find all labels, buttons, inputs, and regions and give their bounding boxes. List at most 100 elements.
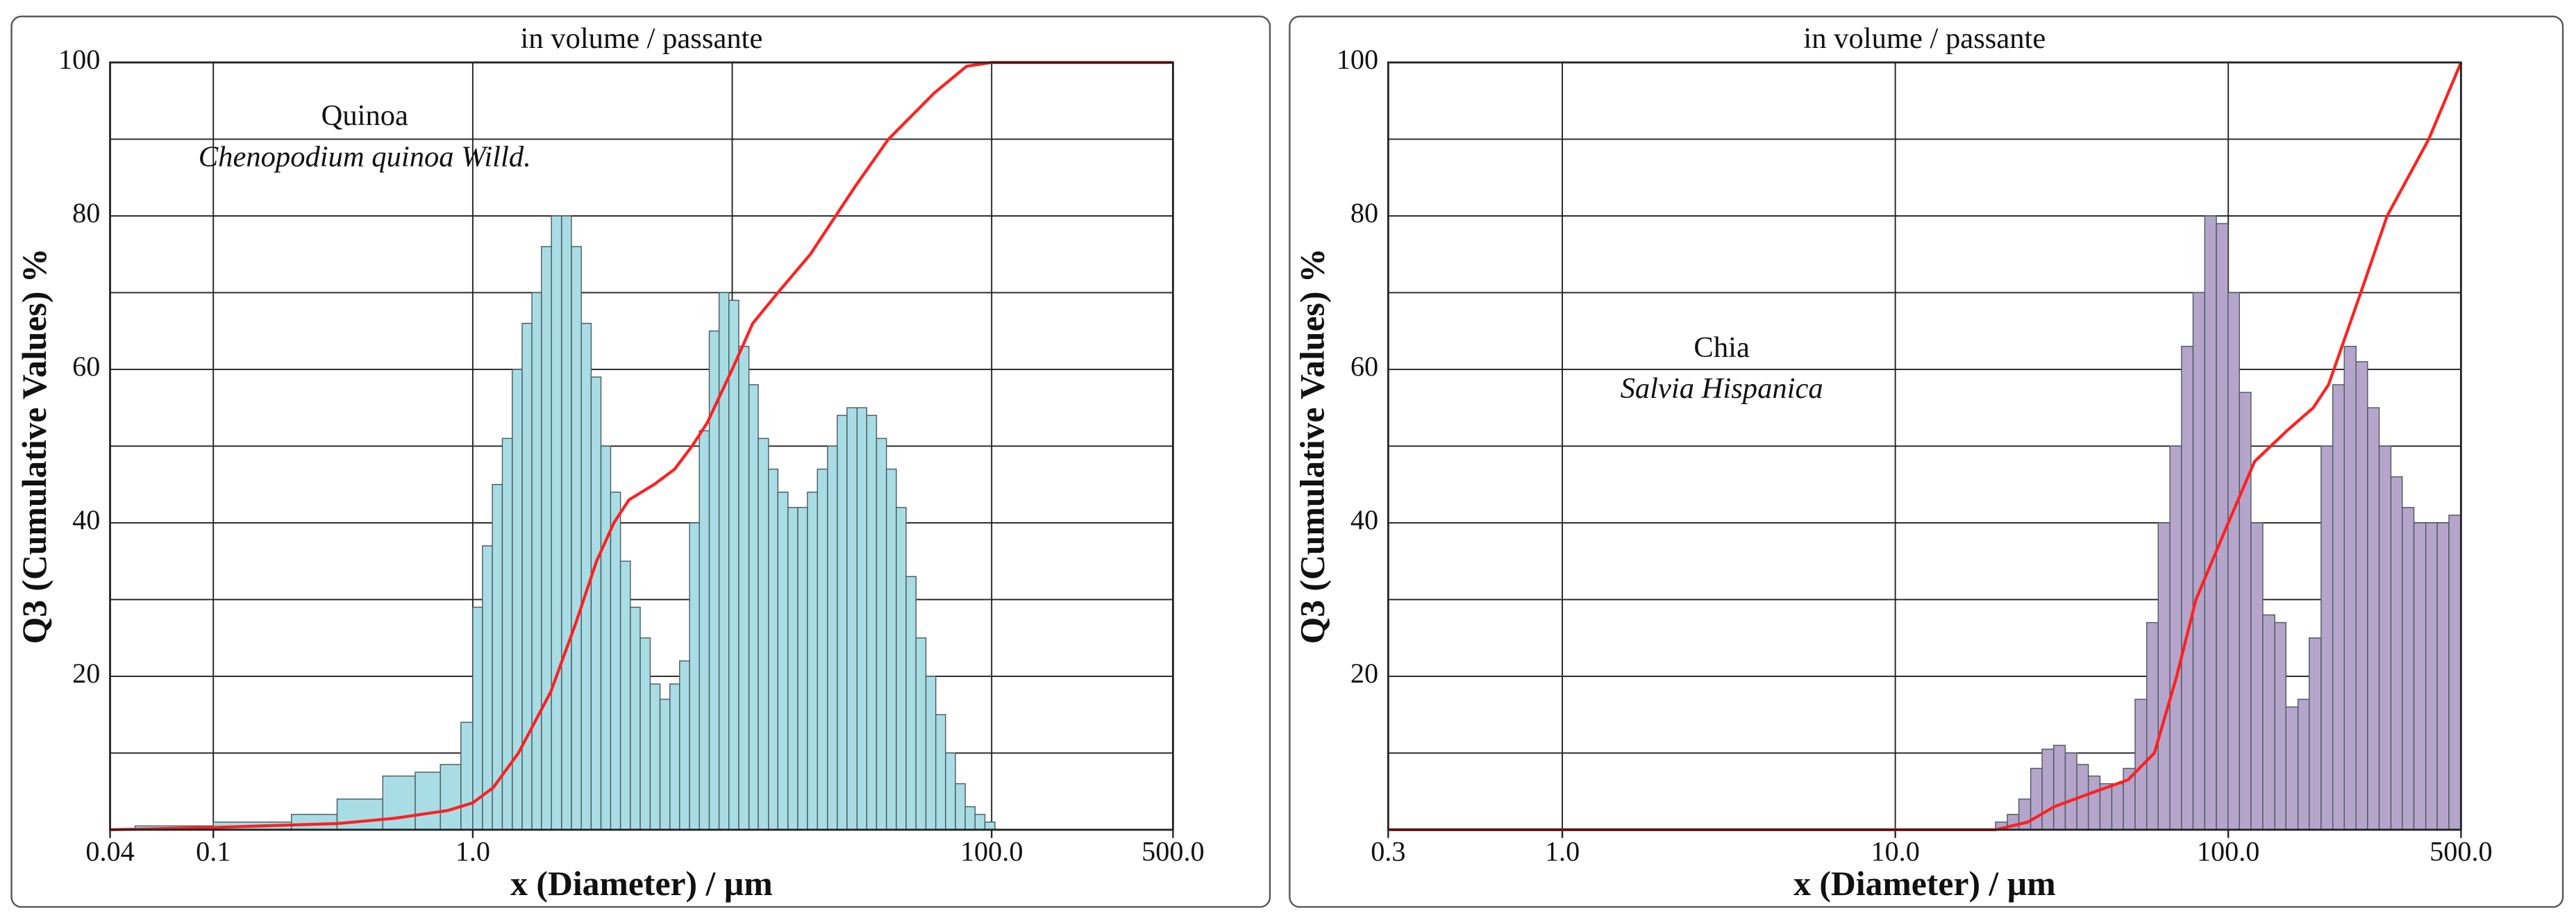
bar <box>561 215 572 831</box>
x-tick-label: 100.0 <box>960 836 1023 867</box>
cumulative-line <box>110 60 1173 832</box>
bar <box>925 676 937 831</box>
bar <box>2320 445 2334 831</box>
bar <box>2181 346 2194 831</box>
y-tick-label: 40 <box>72 504 100 535</box>
bar <box>728 299 739 831</box>
panel-frame <box>10 15 1271 908</box>
bar <box>590 376 602 831</box>
bar <box>336 798 384 831</box>
bar <box>2297 699 2310 831</box>
bar <box>2367 407 2380 831</box>
bar <box>905 576 917 831</box>
bar <box>777 492 789 831</box>
bar <box>415 771 441 831</box>
bar <box>846 407 858 831</box>
bar <box>896 507 907 831</box>
bar <box>748 384 759 831</box>
bar <box>955 783 966 831</box>
bar <box>2402 507 2415 831</box>
bar <box>659 699 671 831</box>
bar <box>2285 706 2299 831</box>
bar <box>718 292 730 831</box>
y-axis-label: Q3 (Cumulative Values) % <box>15 248 53 644</box>
bar <box>964 806 976 831</box>
bar <box>915 637 927 831</box>
bar <box>2355 361 2368 831</box>
bar <box>2239 392 2252 831</box>
x-tick-label: 500.0 <box>2429 836 2493 867</box>
bar <box>619 560 631 831</box>
bar <box>382 775 416 831</box>
bar <box>827 445 838 831</box>
x-tick-label: 10.0 <box>1871 836 1919 867</box>
bar <box>768 468 779 831</box>
x-axis-label: x (Diameter) / µm <box>1793 865 2056 903</box>
bar <box>2274 621 2286 831</box>
bar <box>482 545 493 831</box>
bar <box>787 507 798 831</box>
annotation: Quinoa <box>321 99 408 132</box>
bar <box>2041 749 2055 831</box>
annotation: Salvia Hispanica <box>1621 372 1823 405</box>
bar <box>689 522 700 831</box>
bar <box>551 215 562 831</box>
bar <box>2425 522 2438 831</box>
bar <box>935 714 946 831</box>
bar <box>2146 621 2159 831</box>
bar <box>440 764 462 831</box>
bar <box>630 606 641 831</box>
x-tick-label: 100.0 <box>2197 836 2259 867</box>
x-axis-label: x (Diameter) / µm <box>510 865 773 903</box>
y-tick-label: 80 <box>72 197 100 228</box>
bar <box>669 683 680 831</box>
y-tick-label: 20 <box>72 658 100 689</box>
bar <box>639 637 651 831</box>
bar <box>699 430 710 831</box>
y-tick-label: 80 <box>1350 197 1378 228</box>
bar <box>2087 775 2101 831</box>
annotation: Chenopodium quinoa Willd. <box>199 140 531 173</box>
bar <box>2436 522 2450 831</box>
bar <box>837 415 848 831</box>
bar <box>817 468 828 831</box>
y-tick-label: 20 <box>1350 658 1378 689</box>
bar <box>460 721 474 831</box>
bar <box>580 322 592 831</box>
bar <box>945 752 956 831</box>
bar <box>974 814 986 831</box>
bar <box>2204 215 2217 831</box>
bar <box>2448 515 2462 831</box>
bar <box>2053 744 2066 831</box>
bar <box>2111 783 2124 831</box>
cumulative-line <box>1388 62 2463 832</box>
bar <box>2227 292 2240 831</box>
annotation: Chia <box>1693 331 1750 364</box>
bar <box>571 246 582 831</box>
bar <box>2309 637 2322 831</box>
y-tick-label: 60 <box>1350 351 1378 382</box>
y-tick-label: 100 <box>1337 44 1378 75</box>
bar <box>2169 445 2182 831</box>
x-tick-label: 1.0 <box>1545 836 1580 867</box>
bar <box>856 407 867 831</box>
bar <box>2332 384 2345 831</box>
bar <box>738 346 750 831</box>
bar <box>290 814 338 831</box>
bar <box>2250 522 2264 831</box>
bar <box>2390 476 2403 831</box>
x-tick-label: 500.0 <box>1141 836 1205 867</box>
plot-frame <box>1387 61 2462 831</box>
x-tick-label: 1.0 <box>455 836 490 867</box>
bar <box>610 492 621 831</box>
bar <box>541 246 552 831</box>
bar <box>807 492 818 831</box>
bar <box>2064 752 2077 831</box>
chart-title: in volume / passante <box>1803 22 2046 55</box>
x-tick-label: 0.04 <box>85 836 134 867</box>
bar <box>2343 346 2357 831</box>
bar <box>797 507 808 831</box>
bar <box>866 415 878 831</box>
bar <box>984 821 996 831</box>
